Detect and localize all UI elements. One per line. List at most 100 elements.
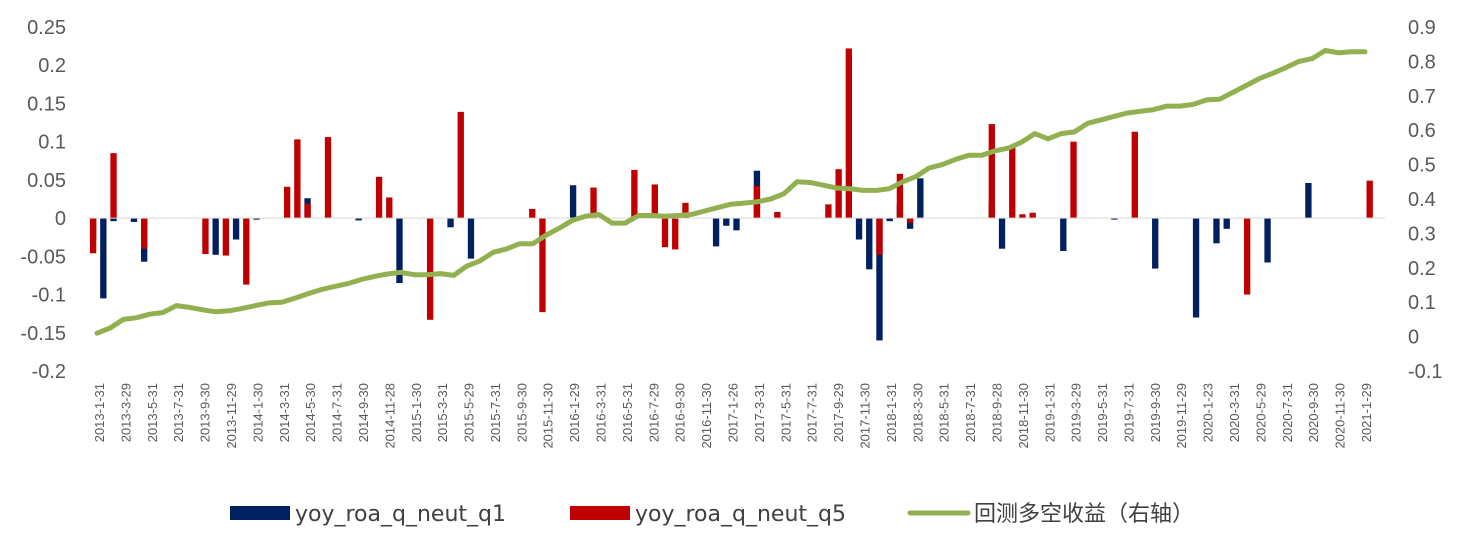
y-right-tick-label: 0.8: [1408, 51, 1436, 73]
bar-q1: [110, 218, 117, 222]
x-tick-label: 2013-3-29: [118, 383, 133, 442]
x-tick-label: 2019-7-31: [1121, 383, 1136, 442]
bar-q1: [723, 218, 730, 226]
bar-q5: [672, 218, 679, 250]
x-tick-label: 2014-7-31: [330, 383, 345, 442]
legend: yoy_roa_q_neut_q1 yoy_roa_q_neut_q5 回测多空…: [230, 502, 1194, 527]
x-tick-label: 2016-3-31: [594, 383, 609, 442]
x-tick-label: 2013-7-31: [171, 383, 186, 442]
x-tick-label: 2014-11-28: [382, 383, 397, 449]
bar-q5: [835, 169, 842, 219]
x-tick-label: 2017-11-30: [857, 383, 872, 449]
x-tick-label: 2017-5-31: [778, 383, 793, 442]
y-right-tick-label: 0.1: [1408, 292, 1436, 314]
bar-q5: [1009, 147, 1016, 219]
bar-q1: [712, 218, 720, 247]
x-tick-label: 2020-11-30: [1333, 383, 1348, 449]
bar-q5: [294, 139, 301, 219]
x-tick-label: 2019-5-31: [1095, 383, 1110, 442]
bar-q5: [110, 153, 117, 219]
x-tick-label: 2013-1-31: [92, 383, 107, 442]
x-tick-label: 2016-5-31: [620, 383, 635, 442]
y-left-tick-label: -0.15: [20, 323, 66, 345]
x-tick-label: 2018-9-28: [989, 383, 1004, 442]
bar-q1: [100, 218, 107, 299]
x-tick-label: 2014-1-30: [250, 383, 265, 442]
x-tick-label: 2013-9-30: [198, 383, 213, 442]
bar-q5: [876, 218, 883, 255]
bar-q5: [661, 218, 669, 248]
bar-q5: [1243, 218, 1251, 295]
x-tick-label: 2018-5-31: [937, 383, 952, 442]
bar-q5: [845, 48, 853, 219]
x-tick-label: 2016-9-30: [673, 383, 688, 442]
bar-q5: [988, 124, 995, 219]
bar-q1: [906, 218, 914, 229]
x-tick-label: 2017-3-31: [752, 383, 767, 442]
x-tick-label: 2019-11-29: [1174, 383, 1189, 449]
bar-q5: [243, 218, 250, 285]
bar-q1: [998, 218, 1006, 249]
legend-swatch-q1: [230, 506, 290, 520]
bar-q5: [529, 208, 536, 219]
x-tick-label: 2019-1-31: [1042, 383, 1057, 442]
series-q5-bars: [89, 48, 1373, 320]
bar-q5: [324, 137, 332, 219]
x-axis-labels: 2013-1-31 2013-3-29 2013-5-31 2013-7-31 2013…: [92, 383, 1374, 449]
y-right-tick-label: 0.9: [1408, 17, 1436, 39]
bar-q5: [682, 202, 689, 219]
bar-q5: [375, 176, 383, 219]
x-tick-label: 2015-11-30: [541, 383, 556, 449]
bar-q1: [1223, 218, 1230, 229]
bar-q5: [906, 218, 914, 223]
bar-q1: [130, 218, 138, 222]
x-tick-label: 2020-3-31: [1227, 383, 1242, 442]
bar-q5: [539, 218, 546, 313]
y-axis-left: 0.25 0.2 0.15 0.1 0.05 0 -0.05 -0.1 -0.15 -0.2: [20, 17, 66, 383]
bar-q5: [1366, 180, 1373, 219]
x-tick-label: 2014-9-30: [356, 383, 371, 442]
y-left-tick-label: -0.2: [32, 361, 66, 383]
x-tick-label: 2017-1-26: [726, 383, 741, 442]
bar-q1: [855, 218, 863, 240]
bar-q5: [1131, 131, 1138, 219]
y-left-tick-label: 0.1: [38, 132, 66, 154]
y-left-tick-label: -0.05: [20, 246, 66, 268]
y-left-tick-label: 0.05: [27, 170, 66, 192]
y-left-tick-label: 0.15: [27, 93, 66, 115]
bar-q1: [569, 185, 577, 219]
bar-q1: [1152, 218, 1159, 269]
y-axis-right: 0.9 0.8 0.7 0.6 0.5 0.4 0.3 0.2 0.1 0 -0.1: [1408, 17, 1442, 383]
bar-q5: [896, 173, 904, 219]
legend-label-q1: yoy_roa_q_neut_q1: [295, 502, 506, 527]
x-tick-label: 2015-7-31: [488, 383, 503, 442]
y-right-tick-label: 0: [1408, 327, 1419, 349]
bar-q5: [651, 184, 658, 219]
x-tick-label: 2014-3-31: [277, 383, 292, 442]
bar-q5: [141, 218, 148, 249]
bar-q1: [1213, 218, 1220, 244]
bar-q5: [825, 204, 832, 219]
bar-q1: [917, 178, 924, 219]
x-tick-label: 2013-11-29: [224, 383, 239, 449]
x-tick-label: 2013-5-31: [145, 383, 160, 442]
bar-q1: [886, 218, 893, 222]
y-right-tick-label: 0.6: [1408, 120, 1436, 142]
bar-q1: [733, 218, 740, 231]
x-tick-label: 2015-5-29: [462, 383, 477, 442]
bar-q1: [396, 218, 403, 284]
x-tick-label: 2016-1-29: [567, 383, 582, 442]
x-tick-label: 2015-9-30: [514, 383, 529, 442]
y-right-tick-label: 0.4: [1408, 189, 1436, 211]
bar-q5: [89, 218, 97, 254]
bar-q5: [222, 218, 230, 256]
bar-q5: [1019, 214, 1026, 219]
y-left-tick-label: 0.2: [38, 55, 66, 77]
x-tick-label: 2020-7-31: [1280, 383, 1295, 442]
x-tick-label: 2018-7-31: [963, 383, 978, 442]
bar-q5: [590, 187, 597, 219]
y-left-tick-label: -0.1: [32, 285, 66, 307]
x-tick-label: 2018-1-31: [884, 383, 899, 442]
legend-label-q5: yoy_roa_q_neut_q5: [635, 502, 846, 527]
